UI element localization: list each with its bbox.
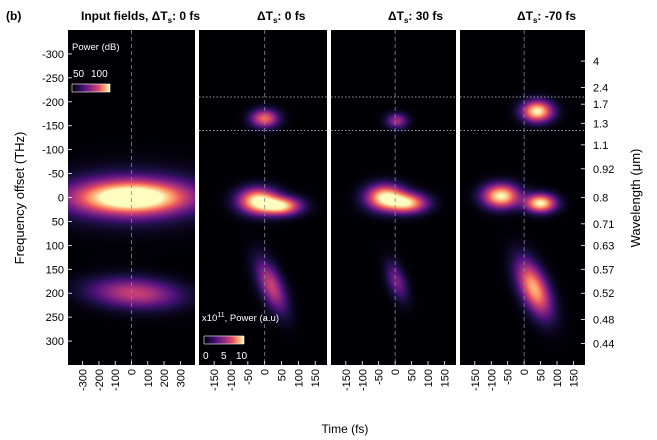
colorbar-au-tick-10: 10 [236, 351, 248, 362]
panel-title-input: Input fields, ΔTs: 0 fs [81, 9, 200, 25]
x-tick-label: -150 [341, 369, 353, 391]
y2-tick-label: 1.3 [593, 118, 608, 130]
y-tick-label: 50 [52, 216, 64, 228]
x-axis-label: Time (fs) [322, 422, 369, 436]
heatmap-dts-30 [331, 30, 456, 365]
x-tick-label: -100 [357, 369, 369, 391]
y2-tick-label: 0.71 [593, 219, 614, 231]
x-tick-label: -150 [470, 369, 482, 391]
panel-title-dts-30: ΔTs: 30 fs [388, 9, 443, 25]
y2-tick-label: 0.57 [593, 264, 614, 276]
x-tick-label: 50 [277, 369, 289, 381]
colorbar-db-label: Power (dB) [72, 42, 120, 53]
x-tick-label: 0 [519, 369, 531, 375]
y-tick-label: -250 [42, 73, 64, 85]
colorbar-au: x1011, Power (a.u) 0 5 10 [202, 312, 279, 362]
y-tick-label: 0 [58, 193, 64, 205]
x-tick-label: 200 [159, 369, 171, 387]
y-tick-label: -100 [42, 145, 64, 157]
y-tick-label: -150 [42, 121, 64, 133]
y2-tick-label: 0.52 [593, 288, 614, 300]
colorbar-db-tick-100: 100 [91, 69, 108, 80]
x-tick-label: 50 [407, 369, 419, 381]
colorbar-au-bar [203, 335, 245, 345]
x-tick-label: 50 [536, 369, 548, 381]
x-tick-label: -50 [243, 369, 255, 385]
y2-tick-label: 0.48 [593, 315, 614, 327]
y-tick-label: 300 [46, 336, 64, 348]
heatmap-panels [68, 30, 585, 365]
y2-tick-label: 1.7 [593, 99, 608, 111]
y-axis-label-right: Wavelength (μm) [628, 149, 643, 248]
x-tick-label: -100 [110, 369, 122, 391]
y-tick-label: 200 [46, 288, 64, 300]
x-tick-label: 300 [175, 369, 187, 387]
heatmap-dts-0 [199, 30, 327, 365]
x-tick-label: 150 [568, 369, 580, 387]
colorbar-au-tick-0: 0 [203, 351, 209, 362]
x-tick-label: 150 [439, 369, 451, 387]
y-tick-label: 150 [46, 264, 64, 276]
x-tick-label: 0 [390, 369, 402, 375]
x-tick-label: -300 [78, 369, 90, 391]
y2-tick-label: 1.1 [593, 140, 608, 152]
x-tick-label: -50 [374, 369, 386, 385]
y-axis-label-left: Frequency offset (THz) [12, 132, 27, 265]
y2-tick-label: 0.92 [593, 164, 614, 176]
y2-tick-label: 4 [593, 56, 599, 68]
colorbar-au-label: x1011, Power (a.u) [202, 312, 279, 324]
panel-titles: Input fields, ΔTs: 0 fs ΔTs: 0 fs ΔTs: 3… [81, 9, 576, 25]
heatmap-dts-minus70 [460, 30, 585, 365]
y-tick-label: 250 [46, 312, 64, 324]
y-tick-label: -300 [42, 49, 64, 61]
x-tick-label: 150 [310, 369, 322, 387]
x-tick-label: 100 [293, 369, 305, 387]
x-tick-label: 0 [127, 369, 139, 375]
x-tick-label: 100 [143, 369, 155, 387]
y2-tick-label: 2.4 [593, 82, 608, 94]
y-tick-label: 100 [46, 240, 64, 252]
x-tick-label: -150 [209, 369, 221, 391]
x-tick-label: 100 [423, 369, 435, 387]
chart-overlays: -300 -200 -100 0 100 200 300-300-250-200-150-1… [42, 30, 614, 391]
y2-tick-label: 0.8 [593, 193, 608, 205]
x-tick-label: 100 [552, 369, 564, 387]
x-tick-label: 0 [260, 369, 272, 375]
panel-letter: (b) [6, 9, 21, 23]
colorbar-db-bar [71, 83, 111, 93]
x-tick-label: -100 [486, 369, 498, 391]
x-tick-label: -100 [226, 369, 238, 391]
colorbar-db: Power (dB) 50 100 [71, 42, 120, 93]
x-tick-label: -200 [94, 369, 106, 391]
y2-tick-label: 0.44 [593, 338, 614, 350]
colorbar-db-tick-50: 50 [73, 69, 85, 80]
y2-tick-label: 0.63 [593, 240, 614, 252]
x-tick-label: -50 [503, 369, 515, 385]
panel-title-dts-0: ΔTs: 0 fs [257, 9, 306, 25]
y-tick-label: -50 [48, 169, 64, 181]
colorbar-au-tick-5: 5 [221, 351, 227, 362]
panel-title-dts-minus70: ΔTs: -70 fs [517, 9, 576, 25]
y-tick-label: -200 [42, 97, 64, 109]
